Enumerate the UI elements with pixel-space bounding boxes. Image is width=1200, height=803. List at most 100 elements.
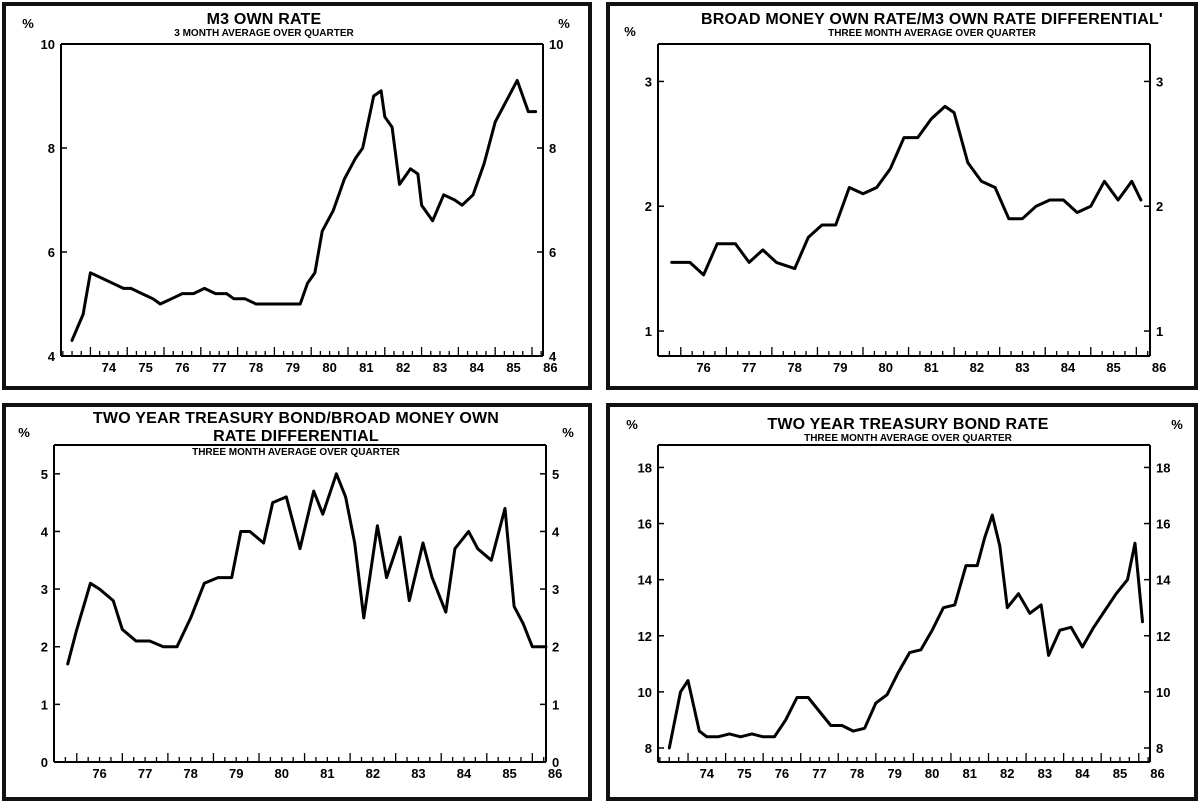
data-point	[818, 710, 821, 713]
data-point	[248, 530, 252, 533]
data-point	[1103, 180, 1106, 183]
data-point	[353, 541, 356, 545]
data-point	[276, 302, 280, 306]
data-point	[66, 662, 69, 666]
data-point	[1141, 620, 1144, 623]
data-point	[1048, 198, 1051, 202]
chart-title: M3 OWN RATE	[207, 11, 322, 28]
data-point	[793, 267, 796, 270]
data-point	[203, 582, 206, 585]
data-point	[332, 209, 335, 212]
x-tick-label: 84	[457, 766, 472, 781]
data-point	[162, 645, 165, 648]
unit-label-left: %	[624, 24, 636, 39]
x-tick-label: 83	[411, 766, 425, 781]
x-tick-label: 84	[1075, 766, 1090, 781]
x-tick-label: 77	[812, 766, 826, 781]
series-line	[670, 104, 1143, 277]
x-tick-label: 85	[1113, 766, 1127, 781]
data-point	[1089, 205, 1092, 208]
data-point	[225, 292, 228, 295]
data-point	[1126, 578, 1129, 581]
x-tick-label: 84	[1061, 360, 1076, 375]
x-tick-label: 79	[286, 360, 300, 375]
data-point	[344, 495, 347, 499]
y-tick-label-left: 4	[48, 349, 56, 364]
data-point	[942, 606, 945, 609]
x-tick-label: 81	[320, 766, 334, 781]
unit-label-right: %	[558, 16, 570, 31]
data-point	[444, 610, 447, 614]
x-tick-label: 83	[1038, 766, 1052, 781]
data-point	[265, 302, 269, 306]
data-point	[376, 524, 379, 527]
data-point	[503, 507, 507, 510]
data-point	[1021, 217, 1024, 220]
y-tick-label-left: 10	[41, 37, 55, 52]
data-point	[534, 110, 537, 113]
data-point	[372, 94, 375, 98]
y-tick-label-right: 3	[1156, 74, 1163, 89]
series-line	[70, 78, 538, 342]
data-point	[874, 701, 877, 705]
data-point	[70, 339, 74, 342]
x-tick-label: 80	[925, 766, 939, 781]
data-point	[312, 489, 315, 493]
x-tick-label: 83	[1015, 360, 1029, 375]
x-tick-label: 79	[229, 766, 243, 781]
data-point	[747, 261, 751, 264]
data-point	[453, 198, 456, 202]
data-point	[705, 735, 708, 738]
chart-panel-m3-own-rate: M3 OWN RATE 3 MONTH AVERAGE OVER QUARTER%…	[2, 2, 592, 390]
x-tick-label: 80	[879, 360, 893, 375]
data-point	[383, 115, 386, 119]
data-point	[453, 547, 457, 550]
y-tick-label-left: 6	[48, 245, 55, 260]
y-tick-label-right: 2	[552, 640, 559, 655]
data-point	[829, 724, 832, 727]
data-point	[239, 530, 242, 533]
data-point	[750, 732, 754, 736]
data-point	[159, 302, 162, 306]
data-point	[482, 162, 486, 165]
data-point	[148, 639, 151, 643]
data-point	[902, 136, 906, 139]
data-point	[1006, 606, 1009, 609]
data-point	[943, 105, 947, 108]
data-point	[409, 167, 412, 170]
data-point	[976, 564, 979, 567]
chart-panel-treasury-broad-money-differential: TWO YEAR TREASURY BOND/BROAD MONEY OWN RA…	[2, 403, 592, 801]
y-tick-label-right: 14	[1156, 573, 1171, 588]
data-point	[762, 735, 765, 738]
y-tick-label-left: 16	[638, 517, 652, 532]
data-point	[335, 472, 338, 475]
data-point	[544, 645, 548, 648]
data-point	[807, 236, 810, 239]
x-tick-label: 81	[359, 360, 373, 375]
x-tick-label: 82	[970, 360, 984, 375]
y-tick-label-right: 18	[1156, 460, 1170, 475]
data-point	[379, 89, 383, 93]
chart-panel-broad-money-differential: BROAD MONEY OWN RATE/M3 OWN RATE DIFFERE…	[606, 2, 1198, 390]
data-point	[993, 186, 997, 189]
x-tick-label: 86	[1152, 360, 1166, 375]
y-tick-label-right: 10	[549, 37, 563, 52]
chart-title: TWO YEAR TREASURY BOND RATE	[767, 416, 1048, 433]
data-point	[983, 536, 986, 539]
data-point	[505, 100, 508, 103]
data-point	[1069, 626, 1073, 629]
data-point	[1058, 629, 1062, 632]
data-point	[299, 302, 302, 306]
data-point	[243, 297, 247, 300]
data-point	[964, 564, 968, 567]
unit-label-left: %	[626, 417, 638, 432]
data-point	[1007, 217, 1010, 220]
y-tick-label-right: 8	[1156, 741, 1163, 756]
data-point	[1103, 609, 1107, 612]
data-point	[919, 648, 923, 651]
data-point	[254, 302, 258, 306]
data-point	[111, 282, 114, 285]
data-point	[1062, 198, 1065, 202]
x-tick-label: 74	[102, 360, 117, 375]
x-tick-label: 78	[249, 360, 263, 375]
